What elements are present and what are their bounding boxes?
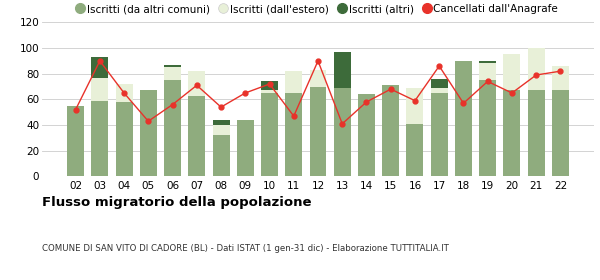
Bar [503,90,520,176]
Bar [212,135,230,176]
Bar [116,84,133,102]
Bar [455,61,472,176]
Bar [431,93,448,176]
Bar [479,61,496,64]
Bar [431,79,448,88]
Bar [358,94,375,176]
Bar [527,90,545,176]
Bar [334,88,351,176]
Bar [261,81,278,90]
Bar [310,70,326,87]
Bar [334,52,351,88]
Bar [212,125,230,135]
Bar [237,120,254,176]
Text: Flusso migratorio della popolazione: Flusso migratorio della popolazione [42,196,311,209]
Legend: Iscritti (da altri comuni), Iscritti (dall'estero), Iscritti (altri), Cancellati: Iscritti (da altri comuni), Iscritti (da… [78,4,558,14]
Bar [164,80,181,176]
Bar [552,66,569,90]
Bar [164,67,181,80]
Bar [140,90,157,176]
Bar [116,102,133,176]
Bar [552,90,569,176]
Bar [91,57,109,78]
Bar [285,71,302,93]
Bar [67,106,84,176]
Bar [479,64,496,80]
Bar [431,88,448,93]
Bar [91,101,109,176]
Bar [527,48,545,90]
Text: COMUNE DI SAN VITO DI CADORE (BL) - Dati ISTAT (1 gen-31 dic) - Elaborazione TUT: COMUNE DI SAN VITO DI CADORE (BL) - Dati… [42,244,449,253]
Bar [188,95,205,176]
Bar [479,80,496,176]
Bar [503,55,520,90]
Bar [261,93,278,176]
Bar [285,93,302,176]
Bar [212,120,230,125]
Bar [164,65,181,67]
Bar [406,88,424,124]
Bar [91,78,109,101]
Bar [261,90,278,93]
Bar [406,124,424,176]
Bar [382,85,399,176]
Bar [188,71,205,95]
Bar [310,87,326,176]
